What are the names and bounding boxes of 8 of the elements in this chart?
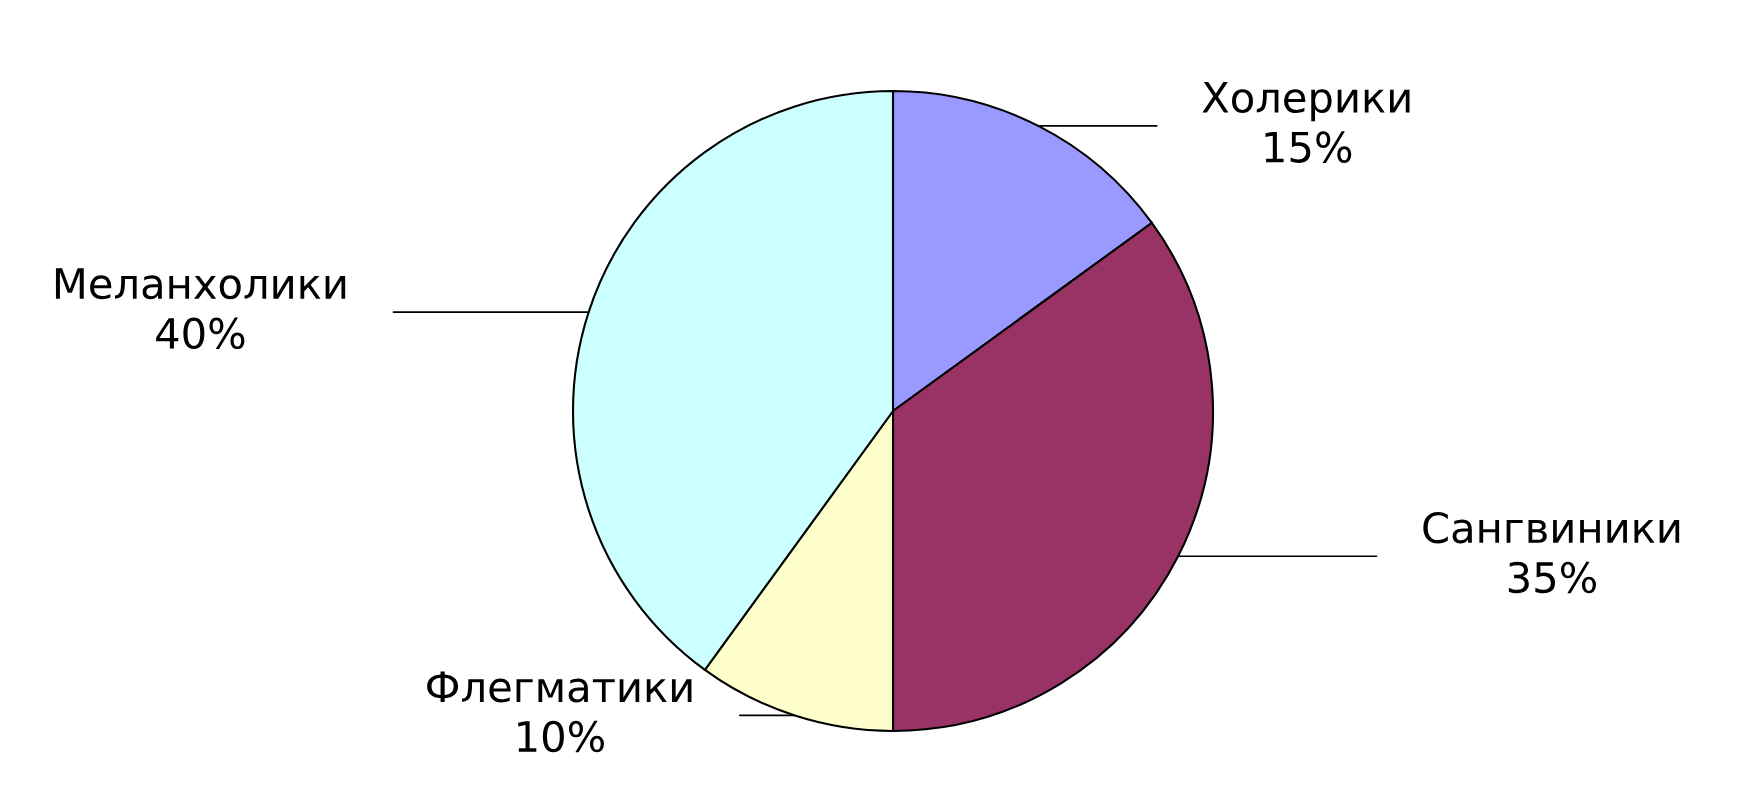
data-label: 15%	[1265, 131, 1352, 163]
slice-label: Флегматики	[427, 671, 692, 703]
slice-label: Холерики	[1202, 82, 1410, 122]
data-label: 35%	[1508, 561, 1596, 594]
data-label: 10%	[518, 720, 604, 753]
data-label: 40%	[156, 317, 245, 350]
slice-label: Меланхолики	[55, 268, 346, 300]
slice-label: Сангвиники	[1423, 511, 1680, 544]
